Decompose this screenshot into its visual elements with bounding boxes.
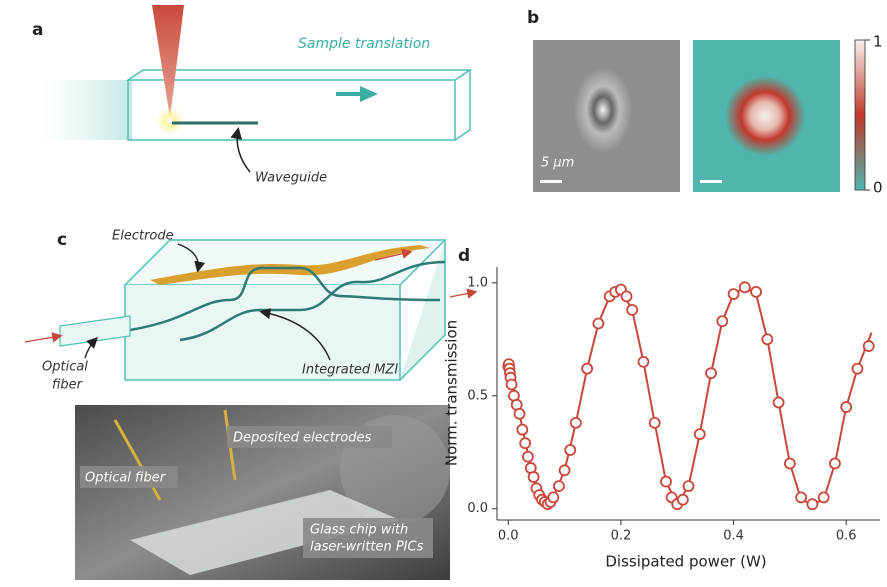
data-point	[841, 402, 851, 412]
data-point	[582, 364, 592, 374]
data-point	[717, 316, 727, 326]
data-point	[515, 409, 525, 419]
data-point	[560, 465, 570, 475]
mode-image	[573, 66, 633, 154]
x-tick-label: 0.0	[498, 529, 519, 544]
data-point	[661, 477, 671, 487]
annotation: Sample translation	[298, 36, 430, 52]
x-axis-label: Dissipated power (W)	[605, 553, 766, 571]
panel-label: c	[57, 230, 67, 250]
data-point	[684, 481, 694, 491]
data-point	[548, 492, 558, 502]
data-point	[807, 499, 817, 509]
focus	[156, 107, 184, 135]
x-tick-label: 0.6	[836, 529, 857, 544]
plot: 0.0 0.2 0.4 0.6 0.0 0.5 1.0	[467, 267, 880, 544]
data-point	[507, 379, 517, 389]
data-point	[520, 438, 530, 448]
x-tick-label: 0.2	[611, 529, 632, 544]
data-point	[830, 459, 840, 469]
data-point	[864, 341, 874, 351]
data-point	[627, 305, 637, 315]
data-point	[695, 429, 705, 439]
panel-label: a	[32, 20, 43, 40]
annotation: Electrode	[112, 229, 174, 244]
data-point	[729, 289, 739, 299]
photo-label: laser-written PICs	[310, 540, 424, 555]
data-point	[706, 368, 716, 378]
y-tick-label: 0.5	[467, 388, 488, 403]
data-point	[565, 445, 575, 455]
data-point	[796, 492, 806, 502]
annotation: Integrated MZI	[302, 363, 398, 378]
colorbar-label: 0	[873, 179, 883, 197]
mode-image	[725, 76, 805, 156]
x-tick-label: 0.4	[723, 529, 744, 544]
panel-label: d	[458, 246, 470, 266]
light-arrow	[450, 292, 475, 297]
scale-label: 5 μm	[541, 156, 574, 171]
colorbar-label: 1	[873, 33, 883, 51]
panel-label: b	[527, 8, 539, 28]
translation-arrow	[336, 86, 378, 102]
scale-bar	[540, 180, 562, 183]
light-arrow	[25, 336, 60, 342]
data-point	[819, 492, 829, 502]
data-point	[571, 418, 581, 428]
annotation: Optical	[42, 360, 88, 375]
data-point	[523, 452, 533, 462]
data-point	[751, 287, 761, 297]
data-point	[678, 495, 688, 505]
figure: a Sample translation Waveguide b 5 μm 1 …	[0, 0, 887, 587]
annotation: fiber	[52, 378, 84, 393]
data-point	[529, 472, 539, 482]
data-point	[762, 334, 772, 344]
annotation: Waveguide	[255, 171, 327, 186]
fiber-glow	[40, 80, 132, 140]
data-point	[852, 364, 862, 374]
data-point	[650, 418, 660, 428]
page: {"panel_labels": ["a", "b", "c", "d"], "…	[0, 0, 887, 587]
colorbar	[855, 40, 865, 190]
y-axis-label: Norm. transmission	[443, 320, 461, 466]
fiber	[60, 316, 130, 346]
data-point	[740, 282, 750, 292]
data-point	[774, 398, 784, 408]
data-point	[622, 291, 632, 301]
data-point	[638, 357, 648, 367]
photo-label: Glass chip with	[310, 523, 408, 538]
photo-label: Deposited electrodes	[233, 431, 371, 446]
arrow	[237, 130, 250, 172]
laser-cone	[152, 5, 184, 118]
data-point	[554, 481, 564, 491]
y-tick-label: 1.0	[467, 275, 488, 290]
scale-bar	[700, 180, 722, 183]
photo-label: Optical fiber	[85, 471, 167, 486]
data-point	[517, 425, 527, 435]
y-tick-label: 0.0	[467, 501, 488, 516]
data-point	[785, 459, 795, 469]
data-point	[593, 318, 603, 328]
